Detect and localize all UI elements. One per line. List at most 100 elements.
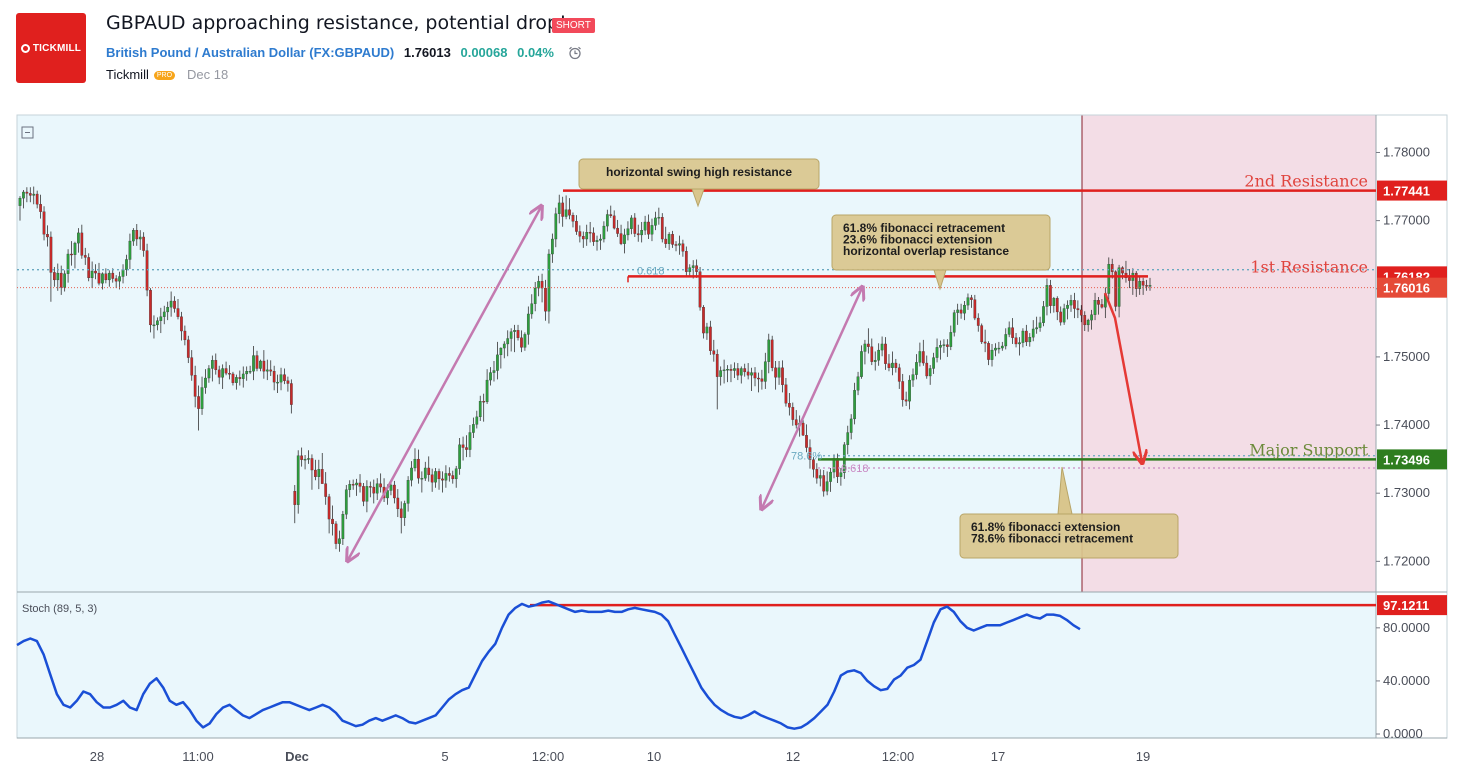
- candle: [262, 360, 266, 372]
- candle: [406, 480, 410, 504]
- candle: [135, 230, 139, 240]
- candle: [671, 234, 674, 245]
- symbol-code-link[interactable]: (FX:GBPAUD): [309, 45, 395, 60]
- candle: [1145, 285, 1148, 287]
- candle: [338, 538, 341, 544]
- callout-text: 61.8% fibonacci extension: [971, 520, 1120, 534]
- candle: [485, 379, 489, 403]
- symbol-change-pct: 0.04%: [517, 45, 554, 60]
- candle: [207, 368, 211, 379]
- alarm-clock-icon[interactable]: [568, 46, 582, 60]
- candle: [1052, 298, 1056, 306]
- symbol-name-link[interactable]: British Pound / Australian Dollar: [106, 45, 306, 60]
- candle: [200, 387, 204, 409]
- candle: [221, 368, 224, 378]
- candle: [145, 250, 149, 291]
- time-axis-label: 11:00: [182, 749, 214, 764]
- stoch-tick-label: 80.0000: [1383, 620, 1430, 635]
- candle: [90, 270, 94, 279]
- candle: [994, 347, 997, 351]
- candle: [681, 243, 685, 252]
- candle: [1045, 285, 1049, 307]
- time-axis-label: 12:00: [882, 749, 915, 764]
- candle: [873, 360, 877, 362]
- candle: [224, 368, 228, 374]
- candle: [413, 458, 417, 469]
- candle: [709, 326, 712, 351]
- callout-pointer: [691, 188, 705, 208]
- candle: [1004, 334, 1008, 347]
- candle: [825, 481, 829, 492]
- tickmill-logo[interactable]: TICKMILL: [16, 13, 86, 83]
- candle: [351, 484, 355, 486]
- candle: [125, 259, 128, 270]
- candle: [739, 368, 743, 376]
- candle: [1117, 267, 1121, 307]
- candle: [458, 444, 461, 469]
- candle: [904, 399, 908, 402]
- candle: [822, 475, 826, 492]
- candle: [612, 215, 616, 229]
- candle: [925, 362, 929, 377]
- trend-arrow: [762, 288, 862, 508]
- fib-label: 0.618: [841, 463, 869, 475]
- candle: [674, 244, 678, 246]
- candle: [25, 191, 29, 194]
- candle: [365, 486, 369, 502]
- candle: [1100, 304, 1104, 308]
- candle: [296, 455, 300, 505]
- candle: [605, 214, 609, 227]
- callout-pointer: [1057, 466, 1073, 515]
- candle: [956, 309, 960, 313]
- candle: [1042, 306, 1045, 323]
- candle: [368, 486, 372, 488]
- candle: [901, 381, 905, 400]
- candle: [1107, 264, 1111, 294]
- candle: [259, 360, 262, 369]
- candle: [186, 339, 190, 358]
- time-axis-label: 28: [90, 749, 104, 764]
- candle: [121, 269, 125, 277]
- candle: [547, 253, 551, 312]
- candle: [104, 273, 108, 281]
- candle: [210, 360, 214, 369]
- candle: [640, 230, 644, 236]
- candle: [492, 370, 496, 373]
- author-link[interactable]: Tickmill: [106, 67, 149, 82]
- candle: [314, 469, 317, 477]
- candle: [255, 355, 259, 369]
- candle: [496, 354, 499, 371]
- candle: [722, 369, 726, 372]
- candle: [551, 238, 554, 255]
- annotation-callout: horizontal swing high resistance: [578, 158, 820, 208]
- candle: [516, 330, 520, 338]
- candle: [159, 316, 163, 321]
- price-tag: [1377, 180, 1447, 201]
- candle: [911, 374, 915, 381]
- price-tag: [1377, 277, 1447, 298]
- stoch-label: Stoch (89, 5, 3): [22, 603, 97, 615]
- callout-text: 23.6% fibonacci extension: [843, 233, 992, 247]
- candle: [767, 339, 771, 362]
- candle: [891, 362, 894, 368]
- candle: [375, 483, 379, 494]
- candle: [197, 396, 200, 409]
- symbol-change: 0.00068: [460, 45, 508, 60]
- candle: [1076, 308, 1080, 311]
- resistance-1-label: 1st Resistance: [1250, 257, 1368, 276]
- candle: [87, 257, 91, 279]
- candle: [1049, 285, 1052, 306]
- candle: [42, 211, 46, 235]
- trend-arrow: [348, 207, 541, 560]
- candle: [444, 473, 448, 481]
- price-tag-label: 1.76016: [1383, 281, 1430, 296]
- candle: [595, 240, 599, 242]
- candle: [334, 523, 338, 544]
- candle: [341, 514, 345, 539]
- candle: [1031, 328, 1035, 338]
- candle: [300, 455, 303, 460]
- candle: [942, 344, 946, 346]
